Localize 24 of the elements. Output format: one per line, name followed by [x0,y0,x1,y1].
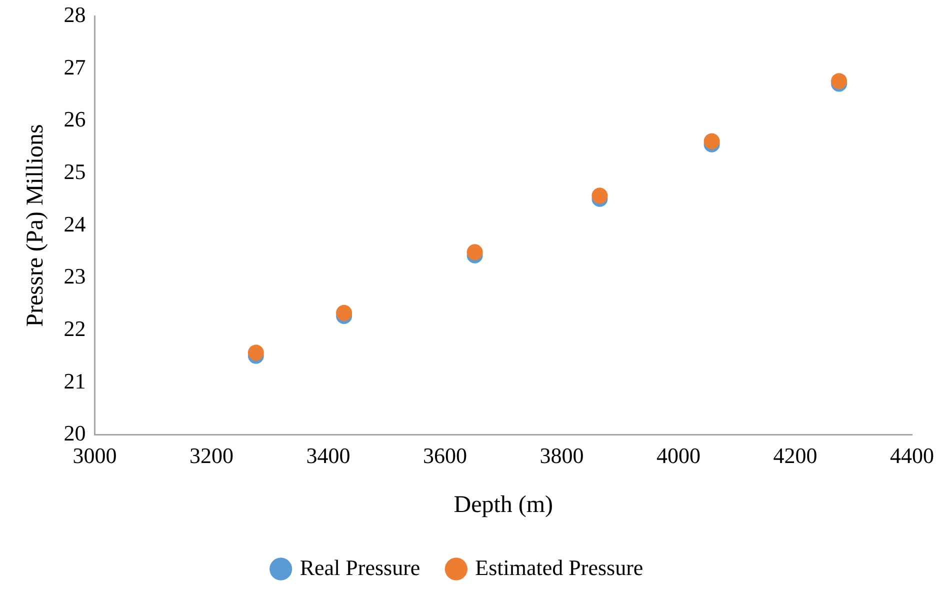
x-tick-label: 3600 [423,442,468,468]
point [336,304,352,321]
point [248,344,264,361]
x-tick-label: 4200 [773,442,818,468]
legend-label: Estimated Pressure [475,554,644,580]
point [592,188,608,204]
y-tick-label: 22 [64,316,86,341]
x-tick-label: 4400 [890,442,934,468]
legend-label: Real Pressure [300,554,420,580]
y-tick-label: 27 [64,54,86,80]
x-axis-title: Depth (m) [454,492,554,518]
y-axis-title: Pressre (Pa) Millions [22,124,49,327]
y-tick-label: 28 [64,2,86,27]
point [704,133,720,150]
point [466,244,483,260]
y-tick-label: 25 [64,158,86,184]
y-tick-label: 21 [64,368,86,394]
x-tick-label: 4000 [656,442,701,468]
x-tick-label: 3800 [540,442,584,468]
y-tick-label: 26 [64,106,86,132]
y-tick-label: 24 [64,211,86,236]
x-tick-label: 3200 [190,442,234,468]
y-tick-label: 23 [64,264,86,289]
x-tick-label: 3400 [306,442,350,468]
